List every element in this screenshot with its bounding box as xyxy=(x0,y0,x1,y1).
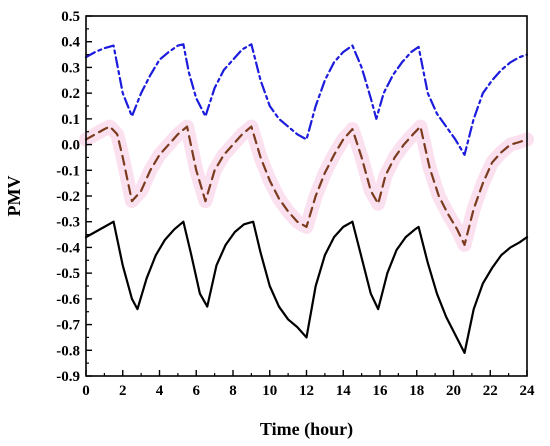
y-tick-label-14: 0.5 xyxy=(61,9,80,25)
x-tick-label-9: 18 xyxy=(409,383,424,399)
y-tick-label-4: -0.5 xyxy=(56,266,80,282)
x-tick-label-2: 4 xyxy=(156,383,164,399)
y-tick-label-3: -0.6 xyxy=(56,292,80,308)
y-tick-label-10: 0.1 xyxy=(61,112,80,128)
x-tick-label-1: 2 xyxy=(119,383,127,399)
series-line-2 xyxy=(84,220,529,354)
series-line-1 xyxy=(84,125,529,246)
x-tick-label-10: 20 xyxy=(446,383,461,399)
y-tick-label-0: -0.9 xyxy=(56,369,80,385)
x-tick-label-8: 16 xyxy=(373,383,389,399)
y-tick-label-9: 0.0 xyxy=(61,138,80,154)
tick-label-layer: 0 2 4 6 8 10 12 14 16 18 20 22 24-0.9-0.8-0.7-0.6-0.… xyxy=(56,9,535,399)
x-tick-label-3: 6 xyxy=(193,383,201,399)
series-line-0 xyxy=(84,43,529,156)
x-tick-label-7: 14 xyxy=(336,383,352,399)
x-tick-label-12: 24 xyxy=(520,383,536,399)
x-tick-label-5: 10 xyxy=(262,383,277,399)
series-layer xyxy=(84,43,529,354)
y-tick-label-6: -0.3 xyxy=(56,215,80,231)
x-axis-title: Time (hour) xyxy=(260,419,353,440)
y-tick-label-13: 0.4 xyxy=(61,35,80,51)
y-tick-label-2: -0.7 xyxy=(56,318,80,334)
x-tick-label-11: 22 xyxy=(483,383,498,399)
y-tick-label-5: -0.4 xyxy=(56,240,80,256)
y-tick-label-7: -0.2 xyxy=(56,189,80,205)
axis-layer xyxy=(85,15,528,377)
y-tick-label-12: 0.3 xyxy=(61,60,80,76)
y-axis-title: PMV xyxy=(4,176,24,217)
y-tick-label-11: 0.2 xyxy=(61,86,80,102)
y-tick-label-1: -0.8 xyxy=(56,343,80,359)
x-tick-label-6: 12 xyxy=(299,383,314,399)
x-tick-label-0: 0 xyxy=(82,383,90,399)
y-tick-label-8: -0.1 xyxy=(56,163,80,179)
x-tick-label-4: 8 xyxy=(229,383,237,399)
